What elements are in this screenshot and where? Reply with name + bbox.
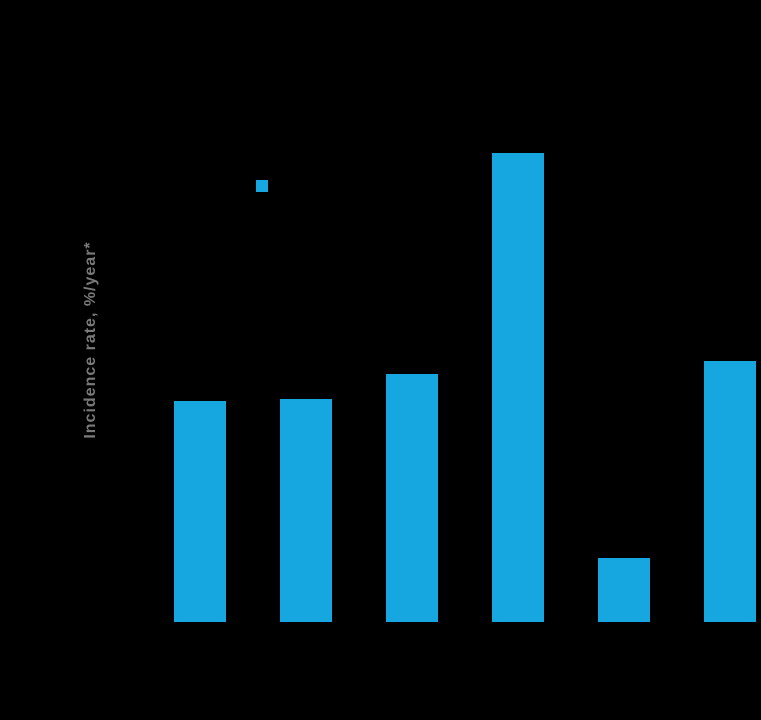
- bar-2: [280, 399, 332, 622]
- incidence-bar-chart: Incidence rate, %/year*: [0, 0, 761, 720]
- bar-4: [492, 153, 544, 622]
- bar-1: [174, 401, 226, 622]
- bar-3: [386, 374, 438, 622]
- legend-swatch: [256, 180, 268, 192]
- y-axis-label: Incidence rate, %/year*: [82, 241, 100, 438]
- bar-6: [704, 361, 756, 622]
- bar-5: [598, 558, 650, 622]
